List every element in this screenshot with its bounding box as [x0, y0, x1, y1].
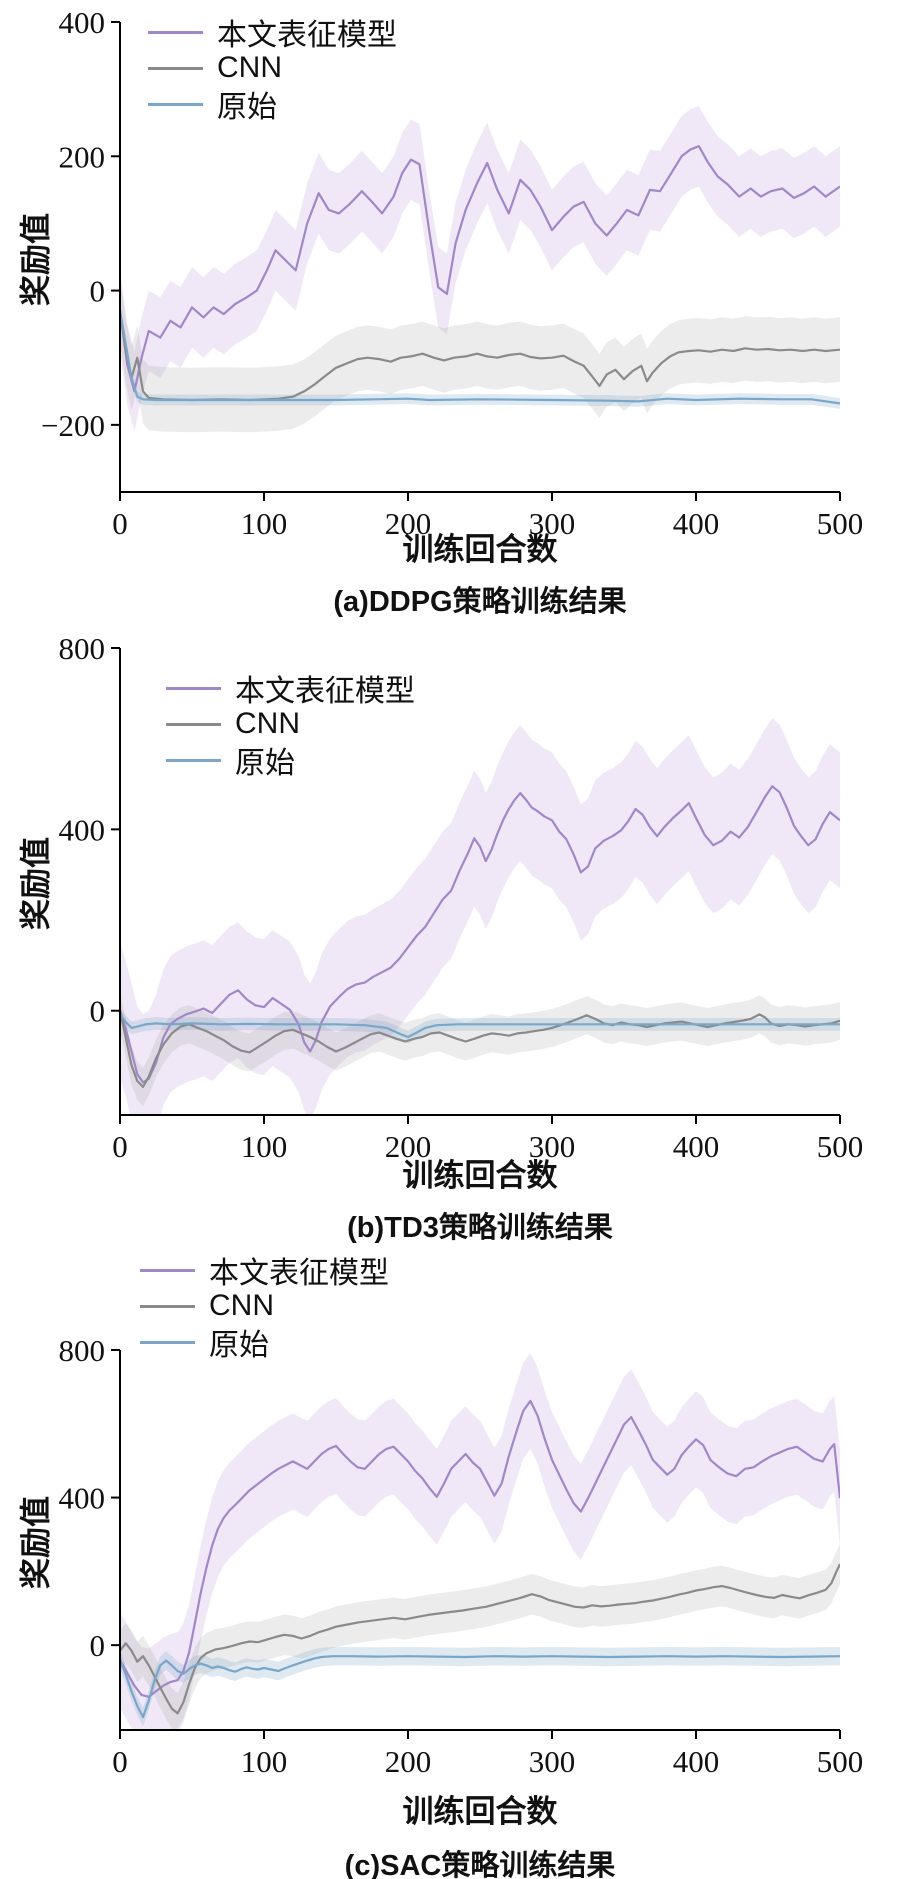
svg-text:800: 800: [59, 1333, 106, 1368]
svg-text:500: 500: [817, 506, 864, 541]
model-legend-line-icon: [140, 1268, 195, 1272]
svg-text:500: 500: [817, 1744, 864, 1779]
legend-label-raw: 原始: [209, 1329, 269, 1362]
model-legend-line-icon: [166, 686, 221, 690]
raw-legend-line-icon: [140, 1340, 195, 1344]
legend-item-cnn: CNN: [148, 50, 397, 86]
svg-text:300: 300: [529, 1744, 576, 1779]
chart-section-ddpg: −200 0 200 400 0 100 200 300 400 500 本文表征模型 CNN 原…: [0, 0, 915, 626]
chart-caption: (b)TD3策略训练结果: [347, 1212, 613, 1244]
svg-text:400: 400: [673, 506, 720, 541]
svg-text:200: 200: [385, 1129, 432, 1164]
svg-text:100: 100: [241, 1744, 288, 1779]
legend-label-model: 本文表征模型: [209, 1257, 389, 1290]
legend-label-model: 本文表征模型: [217, 19, 397, 52]
y-axis-label: 奖励值: [18, 837, 54, 930]
svg-text:0: 0: [90, 274, 106, 309]
legend-label-cnn: CNN: [209, 1289, 274, 1322]
td3-plot: 0 400 800 0 100 200 300 400 500: [59, 631, 864, 1164]
legend-item-model: 本文表征模型: [166, 670, 415, 708]
svg-text:0: 0: [90, 1628, 106, 1663]
legend-label-cnn: CNN: [217, 51, 282, 84]
x-axis-label: 训练回合数: [402, 1158, 558, 1193]
legend-item-raw: 原始: [140, 1324, 389, 1362]
x-axis-label: 训练回合数: [402, 532, 558, 567]
svg-text:500: 500: [817, 1129, 864, 1164]
chart-section-sac: 0 400 800 0 100 200 300 400 500 本文表征模型 CNN 原始 奖励…: [0, 1252, 915, 1879]
legend-ddpg: 本文表征模型 CNN 原始: [148, 14, 397, 124]
y-axis-label: 奖励值: [18, 1496, 54, 1589]
cnn-legend-line-icon: [140, 1304, 195, 1308]
model-legend-line-icon: [148, 30, 203, 34]
svg-text:0: 0: [90, 994, 106, 1029]
raw-legend-line-icon: [148, 102, 203, 106]
svg-text:300: 300: [529, 1129, 576, 1164]
legend-label-cnn: CNN: [235, 707, 300, 740]
svg-text:400: 400: [59, 812, 106, 847]
legend-label-model: 本文表征模型: [235, 675, 415, 708]
legend-item-model: 本文表征模型: [148, 14, 397, 52]
svg-text:400: 400: [59, 1481, 106, 1516]
legend-sac: 本文表征模型 CNN 原始: [140, 1252, 389, 1362]
legend-item-cnn: CNN: [166, 706, 415, 742]
svg-text:100: 100: [241, 506, 288, 541]
svg-text:200: 200: [385, 1744, 432, 1779]
svg-text:200: 200: [385, 506, 432, 541]
cnn-legend-line-icon: [148, 66, 203, 70]
chart-caption: (a)DDPG策略训练结果: [333, 586, 627, 618]
legend-item-raw: 原始: [166, 742, 415, 780]
legend-item-model: 本文表征模型: [140, 1252, 389, 1290]
svg-text:400: 400: [59, 5, 106, 40]
chart-section-td3: 0 400 800 0 100 200 300 400 500 本文表征模型 CNN 原始 奖励…: [0, 626, 915, 1252]
svg-text:400: 400: [673, 1129, 720, 1164]
legend-label-raw: 原始: [235, 747, 295, 780]
svg-text:100: 100: [241, 1129, 288, 1164]
svg-text:0: 0: [112, 506, 128, 541]
svg-text:−200: −200: [41, 408, 105, 443]
svg-text:300: 300: [529, 506, 576, 541]
legend-label-raw: 原始: [217, 91, 277, 124]
legend-td3: 本文表征模型 CNN 原始: [166, 670, 415, 780]
cnn-legend-line-icon: [166, 722, 221, 726]
x-axis-label: 训练回合数: [402, 1794, 558, 1829]
legend-item-cnn: CNN: [140, 1288, 389, 1324]
svg-text:0: 0: [112, 1129, 128, 1164]
ddpg-plot: −200 0 200 400 0 100 200 300 400 500: [41, 5, 864, 541]
svg-text:400: 400: [673, 1744, 720, 1779]
y-axis-label: 奖励值: [18, 213, 54, 306]
legend-item-raw: 原始: [148, 86, 397, 124]
chart-caption: (c)SAC策略训练结果: [344, 1850, 616, 1879]
raw-legend-line-icon: [166, 758, 221, 762]
svg-text:0: 0: [112, 1744, 128, 1779]
svg-text:800: 800: [59, 631, 106, 666]
sac-plot: 0 400 800 0 100 200 300 400 500: [59, 1333, 864, 1779]
svg-text:200: 200: [59, 139, 106, 174]
